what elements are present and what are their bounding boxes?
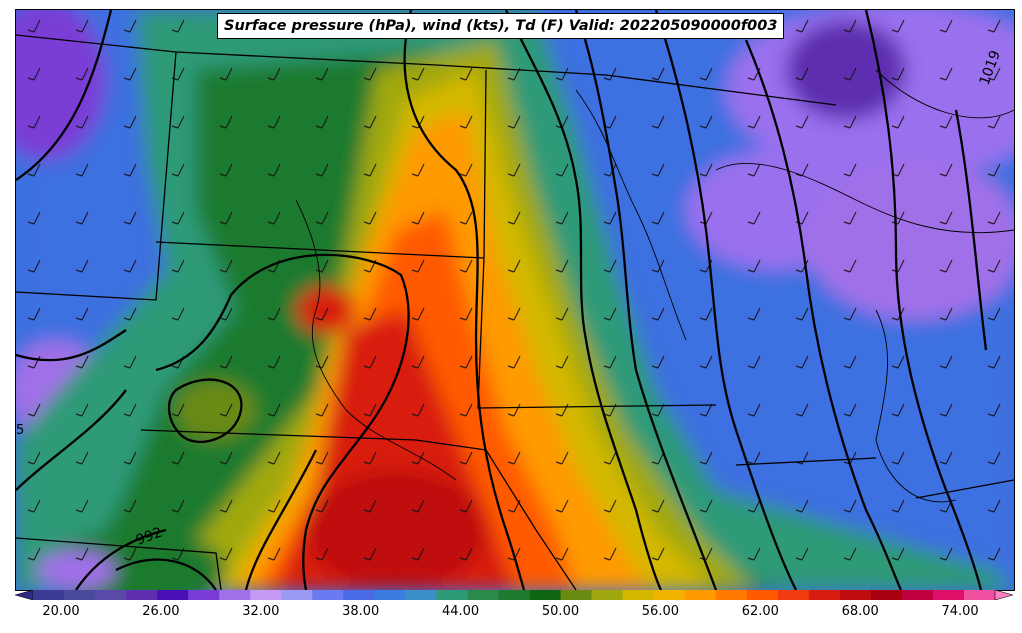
- colorbar-segment: [436, 590, 468, 600]
- colorbar-segment: [312, 590, 344, 600]
- colorbar-segment: [746, 590, 779, 600]
- colorbar-segment: [870, 590, 903, 600]
- colorbar-extend-min: [15, 590, 34, 600]
- colorbar: [15, 590, 1013, 600]
- colorbar-segment: [808, 590, 841, 600]
- colorbar-tick-label: 68.00: [841, 604, 879, 619]
- colorbar-segment: [591, 590, 624, 600]
- colorbar-segment: [467, 590, 499, 600]
- colorbar-segment: [343, 590, 375, 600]
- colorbar-segment: [64, 590, 96, 600]
- colorbar-tick-label: 44.00: [441, 604, 480, 619]
- colorbar-segment: [963, 590, 996, 600]
- colorbar-tick-label: 56.00: [641, 604, 679, 619]
- dewpoint-map: 992 1019 5: [16, 10, 1014, 590]
- colorbar-segment: [560, 590, 593, 600]
- colorbar-segment: [777, 590, 810, 600]
- colorbar-segment: [715, 590, 748, 600]
- colorbar-segment: [250, 590, 282, 600]
- coastlines: [295, 69, 1014, 503]
- colorbar-extend-max: [994, 590, 1013, 600]
- colorbar-segment: [188, 590, 220, 600]
- colorbar-segment: [653, 590, 686, 600]
- colorbar-tick-label: 62.00: [741, 604, 779, 619]
- map-panel: 992 1019 5: [15, 9, 1015, 591]
- colorbar-segment: [839, 590, 872, 600]
- colorbar-segment: [622, 590, 655, 600]
- colorbar-segment: [219, 590, 251, 600]
- isobar-label-edge: 5: [16, 423, 24, 438]
- colorbar-segment: [932, 590, 965, 600]
- colorbar-segment: [281, 590, 313, 600]
- colorbar-tick-label: 38.00: [342, 604, 380, 619]
- colorbar-segment: [405, 590, 437, 600]
- colorbar-segment: [126, 590, 158, 600]
- colorbar-tick-label: 26.00: [142, 604, 180, 619]
- colorbar-segment: [684, 590, 717, 600]
- wind-barbs: [16, 10, 1014, 590]
- political-borders: [16, 34, 1014, 590]
- colorbar-tick-label: 50.00: [541, 604, 580, 619]
- colorbar-tick-label: 74.00: [941, 604, 979, 619]
- colorbar-segment: [157, 590, 189, 600]
- map-title: Surface pressure (hPa), wind (kts), Td (…: [217, 13, 785, 39]
- colorbar-segment: [901, 590, 934, 600]
- colorbar-segment: [374, 590, 406, 600]
- colorbar-segment: [498, 590, 531, 600]
- colorbar-tick-label: 20.00: [42, 604, 80, 619]
- colorbar-tick-labels: 20.00 26.00 32.00 38.00 44.00 50.00 56.00 62.00…: [0, 604, 1022, 626]
- isobars: [16, 10, 988, 590]
- colorbar-segment: [33, 590, 65, 600]
- colorbar-tick-label: 32.00: [242, 604, 280, 619]
- colorbar-segment: [95, 590, 127, 600]
- colorbar-segment: [529, 590, 562, 600]
